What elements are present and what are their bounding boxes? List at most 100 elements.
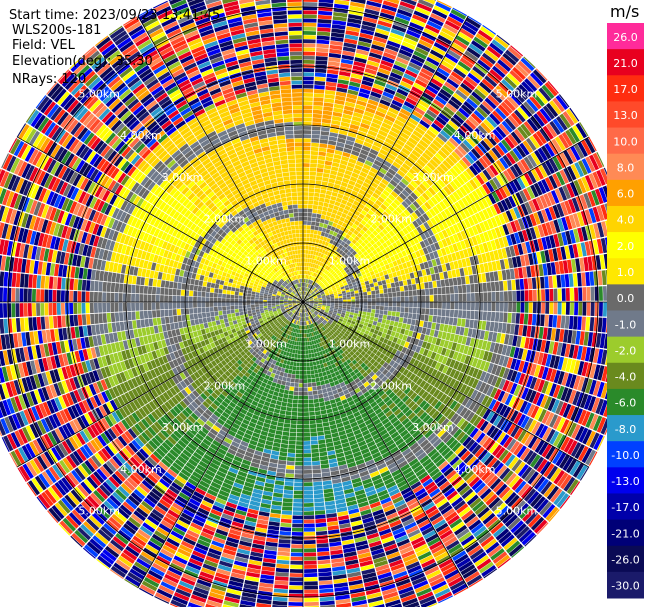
velocity-gate xyxy=(350,310,354,313)
velocity-gate xyxy=(325,383,330,388)
velocity-gate xyxy=(422,269,427,276)
velocity-gate xyxy=(380,276,385,281)
velocity-gate xyxy=(303,213,307,217)
velocity-gate xyxy=(274,584,288,589)
velocity-gate xyxy=(300,363,303,367)
velocity-gate xyxy=(284,423,290,427)
velocity-gate xyxy=(506,323,511,333)
velocity-gate xyxy=(326,212,331,217)
velocity-gate xyxy=(306,250,309,254)
velocity-gate xyxy=(324,220,329,225)
velocity-gate xyxy=(339,296,343,298)
velocity-gate xyxy=(319,148,327,153)
velocity-gate xyxy=(471,302,475,310)
velocity-gate xyxy=(388,293,392,297)
velocity-gate xyxy=(304,573,317,577)
velocity-gate xyxy=(298,346,300,350)
velocity-gate xyxy=(303,375,307,379)
velocity-gate xyxy=(296,441,303,445)
velocity-gate xyxy=(372,306,376,310)
velocity-gate xyxy=(515,279,520,290)
velocity-gate xyxy=(280,527,291,532)
velocity-gate xyxy=(281,515,292,520)
velocity-gate xyxy=(304,528,315,532)
velocity-gate xyxy=(339,300,343,302)
velocity-gate xyxy=(362,289,366,293)
velocity-gate xyxy=(318,202,323,207)
velocity-gate xyxy=(317,210,322,214)
velocity-gate xyxy=(289,598,303,602)
velocity-gate xyxy=(487,292,491,301)
velocity-gate xyxy=(586,287,590,301)
velocity-gate xyxy=(323,169,330,174)
velocity-gate xyxy=(558,288,562,300)
velocity-gate xyxy=(383,284,387,289)
velocity-gate xyxy=(307,342,310,346)
velocity-gate xyxy=(430,295,434,301)
velocity-gate xyxy=(292,370,296,374)
velocity-gate xyxy=(450,286,454,293)
velocity-gate xyxy=(327,208,332,213)
velocity-gate xyxy=(295,462,303,466)
velocity-gate xyxy=(293,503,303,507)
velocity-gate xyxy=(303,367,306,371)
velocity-gate xyxy=(465,319,470,327)
velocity-gate xyxy=(548,276,553,288)
velocity-gate xyxy=(402,275,407,281)
velocity-gate xyxy=(303,221,307,225)
velocity-gate xyxy=(398,276,403,282)
velocity-gate xyxy=(313,201,318,205)
velocity-gate xyxy=(304,557,316,561)
velocity-gate xyxy=(553,302,557,314)
velocity-gate xyxy=(374,317,378,321)
velocity-gate xyxy=(453,278,458,286)
velocity-gate xyxy=(316,527,327,532)
velocity-gate xyxy=(322,181,328,186)
velocity-gate xyxy=(303,180,309,184)
velocity-gate xyxy=(313,365,317,369)
velocity-gate xyxy=(399,281,404,286)
velocity-gate xyxy=(303,101,313,105)
velocity-gate xyxy=(299,387,303,391)
velocity-gate xyxy=(376,298,380,302)
velocity-gate xyxy=(325,194,331,199)
velocity-gate xyxy=(304,561,317,565)
velocity-gate xyxy=(283,427,290,431)
velocity-gate xyxy=(314,230,318,234)
velocity-gate xyxy=(367,309,371,313)
velocity-gate xyxy=(481,321,486,330)
velocity-gate xyxy=(292,528,303,532)
velocity-gate xyxy=(586,302,590,316)
velocity-gate xyxy=(400,312,404,317)
velocity-gate xyxy=(303,396,308,400)
velocity-gate xyxy=(403,280,408,286)
velocity-gate xyxy=(557,315,562,328)
velocity-gate xyxy=(304,544,316,548)
velocity-gate xyxy=(339,306,343,308)
velocity-gate xyxy=(290,577,303,581)
velocity-gate xyxy=(307,221,311,225)
velocity-gate xyxy=(381,323,386,328)
velocity-gate xyxy=(398,322,403,328)
velocity-gate xyxy=(279,452,287,457)
velocity-gate xyxy=(421,308,425,314)
velocity-gate xyxy=(323,422,330,427)
velocity-gate xyxy=(396,307,400,312)
velocity-gate xyxy=(410,325,415,331)
velocity-gate xyxy=(573,316,578,329)
velocity-gate xyxy=(308,250,311,254)
velocity-gate xyxy=(304,420,310,424)
velocity-gate xyxy=(351,297,355,300)
velocity-gate xyxy=(327,225,332,230)
velocity-gate xyxy=(282,506,292,510)
velocity-gate xyxy=(310,230,314,234)
velocity-gate xyxy=(305,254,307,258)
velocity-gate xyxy=(318,160,325,165)
velocity-gate xyxy=(281,440,288,445)
velocity-gate xyxy=(362,285,366,289)
velocity-gate xyxy=(312,126,321,130)
velocity-gate xyxy=(419,277,424,283)
velocity-gate xyxy=(528,314,533,325)
velocity-gate xyxy=(366,284,370,288)
